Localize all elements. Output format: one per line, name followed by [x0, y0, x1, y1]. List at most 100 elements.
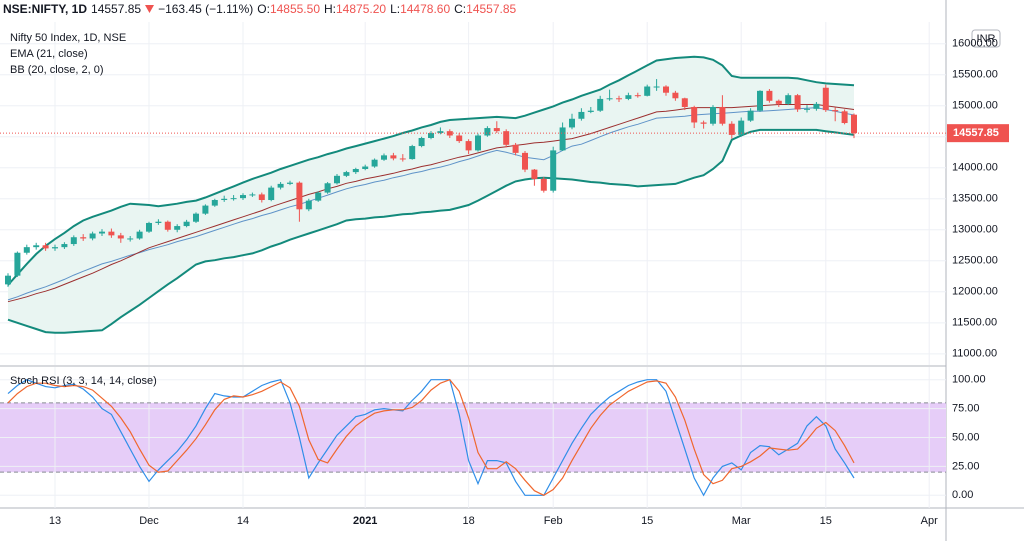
candle-body: [287, 182, 293, 184]
candle-body: [794, 95, 801, 110]
ohlc-label: C:: [454, 2, 467, 16]
candle-body: [597, 98, 604, 111]
candle-body: [334, 175, 340, 184]
y-tick-label: 25.00: [952, 460, 980, 472]
candle-body: [399, 158, 406, 160]
candle-body: [719, 106, 726, 124]
y-tick-label: 50.00: [952, 431, 980, 443]
candle-body: [785, 95, 792, 104]
candle-body: [700, 122, 707, 124]
ohlc: H:14875.20: [324, 2, 386, 16]
candle-body: [277, 183, 284, 188]
down-arrow: [145, 5, 155, 13]
candle-body: [268, 187, 275, 201]
candle-body: [832, 110, 839, 112]
ohlc-label: H:: [324, 2, 336, 16]
candle-body: [80, 237, 87, 239]
y-tick-label: 16000.00: [952, 38, 998, 50]
currency-badge[interactable]: [971, 29, 1001, 48]
candle-body: [644, 86, 651, 96]
ohlc-value: 14557.85: [466, 2, 517, 16]
candle-body: [691, 106, 698, 123]
candle-body: [258, 194, 265, 201]
candle-body: [728, 123, 735, 135]
candle-body: [653, 86, 660, 88]
change: −163.45 (−1.11%): [158, 2, 254, 16]
candle-body: [61, 244, 68, 248]
candle-body: [475, 135, 481, 151]
pane-title: Stoch RSI (3, 3, 14, 14, close): [10, 375, 157, 387]
pane-title: Nifty 50 Index, 1D, NSE: [10, 32, 126, 44]
candle-body: [117, 235, 124, 239]
candle-body: [324, 183, 331, 193]
candle-body: [230, 198, 237, 200]
candle-body: [33, 245, 40, 248]
candle-body: [193, 213, 199, 222]
ohlc-value: 14855.50: [269, 2, 320, 16]
candle-body: [747, 110, 754, 121]
candle-body: [305, 200, 312, 210]
candle-body: [362, 166, 369, 169]
y-tick-label: 12000.00: [952, 286, 998, 298]
y-tick-label: 11000.00: [952, 348, 997, 360]
y-tick-label: 100.00: [952, 374, 986, 386]
candle-body: [738, 120, 745, 135]
x-tick-label: 15: [820, 515, 832, 527]
ohlc: O:14855.50: [257, 2, 320, 16]
candle-body: [559, 127, 566, 151]
candle-body: [409, 146, 416, 160]
candle-body: [681, 98, 688, 107]
candle-body: [174, 226, 181, 230]
x-tick-label: 2021: [353, 515, 377, 527]
candle-body: [211, 200, 218, 206]
candle-body: [522, 152, 528, 170]
candle-body: [418, 137, 425, 147]
candle-body: [23, 247, 30, 253]
candle-body: [465, 141, 472, 151]
y-tick-label: 15000.00: [952, 100, 998, 112]
candle-body: [428, 133, 434, 138]
candle-body: [42, 245, 49, 249]
ohlc-value: 14478.60: [400, 2, 451, 16]
candle-body: [390, 155, 397, 159]
y-tick-label: 14000.00: [952, 162, 998, 174]
y-tick-label: 13000.00: [952, 224, 998, 236]
candle-body: [136, 231, 143, 239]
candle-body: [446, 131, 453, 136]
y-tick-label: 75.00: [952, 403, 980, 415]
ohlc-label: O:: [257, 2, 270, 16]
candle-body: [757, 90, 763, 111]
candle-body: [127, 238, 134, 240]
candle-body: [352, 169, 359, 173]
x-tick-label: 13: [49, 515, 61, 527]
x-tick-label: Apr: [921, 515, 938, 527]
currency-label[interactable]: INR: [977, 33, 996, 45]
candle-body: [663, 86, 669, 93]
plot-layer: [0, 22, 946, 508]
ohlc: C:14557.85: [454, 2, 516, 16]
candle-body: [851, 114, 857, 134]
last-price-label: 14557.85: [953, 127, 999, 139]
candle-body: [766, 90, 773, 101]
candle-body: [14, 252, 21, 276]
candle-body: [587, 110, 594, 112]
y-tick-label: 15500.00: [952, 69, 998, 81]
candle-body: [52, 247, 58, 249]
y-tick-label: 0.00: [952, 489, 973, 501]
candle-body: [343, 172, 350, 176]
candle-body: [315, 192, 322, 201]
x-tick-label: Mar: [732, 515, 751, 527]
y-tick-label: 12500.00: [952, 255, 998, 267]
candle-body: [540, 178, 547, 191]
candle-body: [484, 128, 491, 136]
candle-body: [804, 108, 810, 110]
y-tick-label: 13500.00: [952, 193, 998, 205]
symbol-header: NSE:NIFTY, 1D 14557.85 −163.45 (−1.11%) …: [3, 2, 516, 16]
candle-body: [221, 198, 228, 201]
candle-body: [70, 237, 77, 245]
candle-body: [503, 131, 510, 145]
x-tick-label: Feb: [544, 515, 563, 527]
indicator-legend: EMA (21, close): [10, 48, 88, 60]
